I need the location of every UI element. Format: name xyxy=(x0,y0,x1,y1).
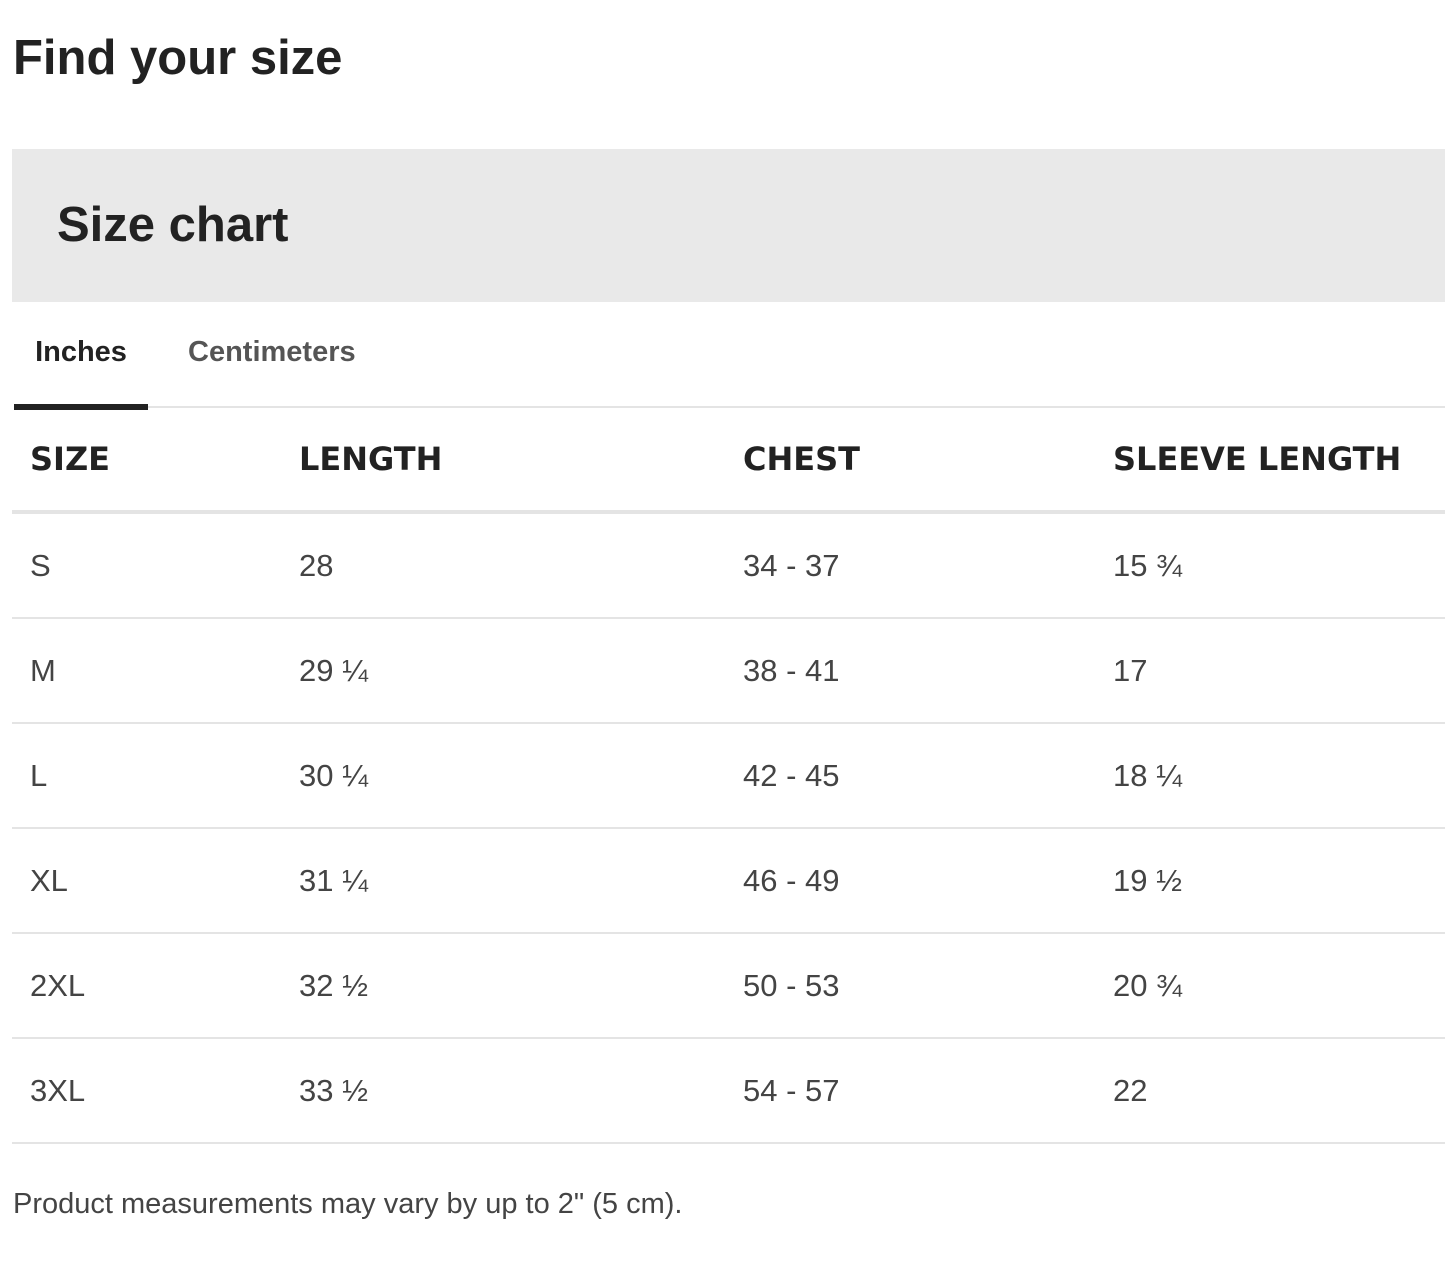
cell-sleeve-length: 22 xyxy=(1113,1038,1445,1144)
cell-size: 2XL xyxy=(12,933,299,1039)
cell-size: XL xyxy=(12,828,299,934)
tab-centimeters[interactable]: Centimeters xyxy=(188,336,356,368)
cell-chest: 50 - 53 xyxy=(743,933,1113,1039)
table-header-row: SIZE LENGTH CHEST SLEEVE LENGTH xyxy=(12,408,1445,514)
size-table: SIZE LENGTH CHEST SLEEVE LENGTH S 28 34 - … xyxy=(12,408,1445,1144)
size-chart-header: Size chart xyxy=(12,149,1445,302)
header-size: SIZE xyxy=(12,408,299,514)
header-sleeve-length: SLEEVE LENGTH xyxy=(1113,408,1445,514)
cell-chest: 46 - 49 xyxy=(743,828,1113,934)
cell-length: 29 ¼ xyxy=(299,618,743,724)
cell-sleeve-length: 19 ½ xyxy=(1113,828,1445,934)
table-row: L 30 ¼ 42 - 45 18 ¼ xyxy=(12,723,1445,829)
cell-sleeve-length: 15 ¾ xyxy=(1113,512,1445,619)
header-chest: CHEST xyxy=(743,408,1113,514)
cell-sleeve-length: 18 ¼ xyxy=(1113,723,1445,829)
cell-size: S xyxy=(12,512,299,619)
cell-chest: 34 - 37 xyxy=(743,512,1113,619)
cell-size: M xyxy=(12,618,299,724)
table-row: 2XL 32 ½ 50 - 53 20 ¾ xyxy=(12,933,1445,1039)
unit-tabs: Inches Centimeters xyxy=(14,320,1445,410)
cell-length: 30 ¼ xyxy=(299,723,743,829)
cell-length: 32 ½ xyxy=(299,933,743,1039)
page-title: Find your size xyxy=(13,31,343,85)
cell-length: 28 xyxy=(299,512,743,619)
cell-chest: 42 - 45 xyxy=(743,723,1113,829)
measurement-note: Product measurements may vary by up to 2… xyxy=(13,1188,683,1220)
cell-sleeve-length: 17 xyxy=(1113,618,1445,724)
table-row: 3XL 33 ½ 54 - 57 22 xyxy=(12,1038,1445,1144)
table-row: S 28 34 - 37 15 ¾ xyxy=(12,512,1445,619)
cell-size: 3XL xyxy=(12,1038,299,1144)
tab-inches[interactable]: Inches xyxy=(14,336,148,410)
size-chart-title: Size chart xyxy=(57,198,289,252)
cell-size: L xyxy=(12,723,299,829)
table-row: M 29 ¼ 38 - 41 17 xyxy=(12,618,1445,724)
cell-chest: 38 - 41 xyxy=(743,618,1113,724)
cell-chest: 54 - 57 xyxy=(743,1038,1113,1144)
cell-length: 33 ½ xyxy=(299,1038,743,1144)
header-length: LENGTH xyxy=(299,408,743,514)
cell-length: 31 ¼ xyxy=(299,828,743,934)
cell-sleeve-length: 20 ¾ xyxy=(1113,933,1445,1039)
table-row: XL 31 ¼ 46 - 49 19 ½ xyxy=(12,828,1445,934)
